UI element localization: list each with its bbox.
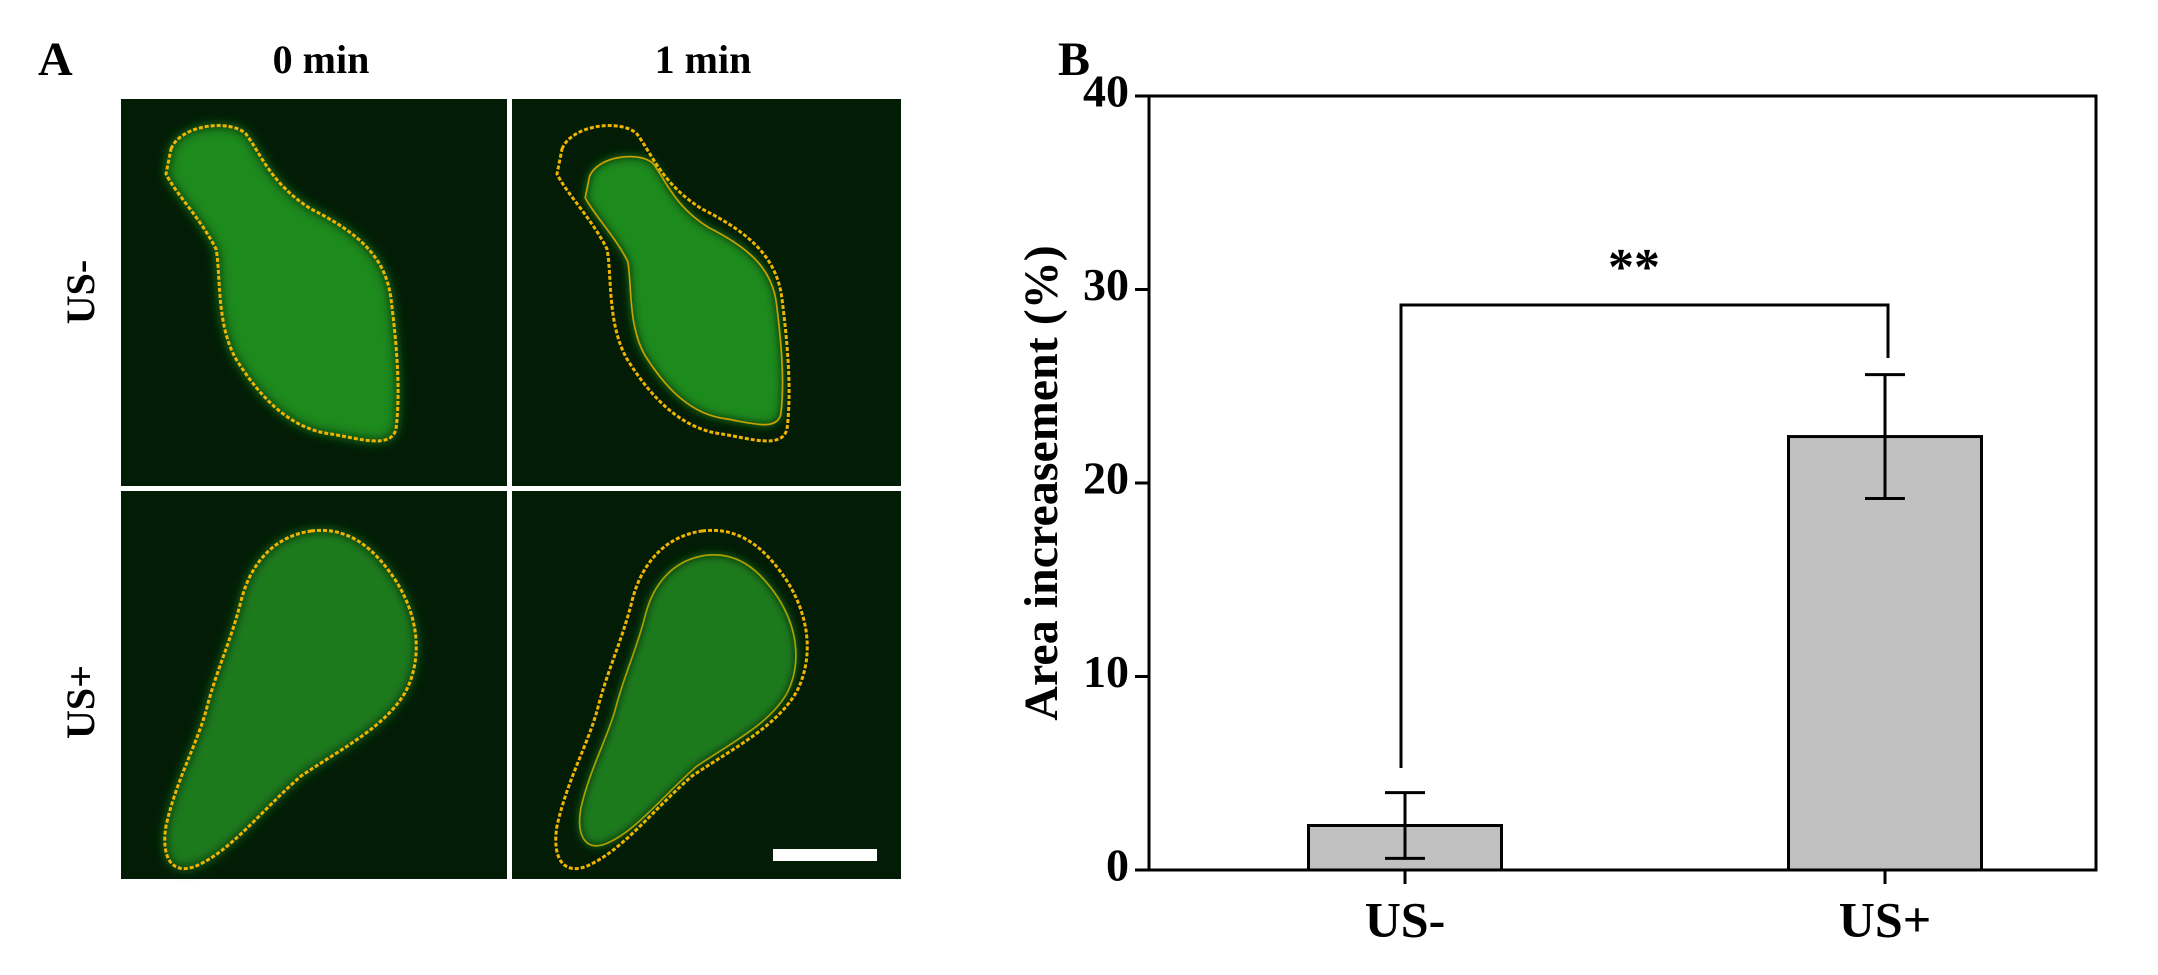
x-tick-label: US- <box>1365 891 1446 947</box>
error-bar <box>1385 791 1425 860</box>
panel-label: A <box>38 33 73 86</box>
micrograph-grid <box>121 99 901 879</box>
plot: 0 10 20 30 40 US- US+ ** <box>1083 66 2098 947</box>
row-label: US- <box>58 260 103 324</box>
micrograph <box>121 491 507 879</box>
column-label: 1 min <box>655 37 752 82</box>
y-axis-label: Area increasement (%) <box>1015 245 1068 720</box>
y-tick-label: 0 <box>1106 840 1129 891</box>
micrograph <box>512 491 901 879</box>
annotation: ** <box>1608 239 1660 296</box>
panel-label: B <box>1058 33 1090 86</box>
column-label: 0 min <box>273 37 370 82</box>
micrograph <box>512 99 901 486</box>
bar <box>1787 435 1983 872</box>
y-tick-label: 40 <box>1083 66 1129 117</box>
error-bar <box>1865 373 1905 500</box>
y-tick-label: 10 <box>1083 646 1129 697</box>
scale-bar <box>773 849 877 861</box>
y-tick-label: 20 <box>1083 453 1129 504</box>
micrograph <box>121 99 507 486</box>
row-label: US+ <box>58 665 103 739</box>
y-tick-label: 30 <box>1083 259 1129 310</box>
x-tick-label: US+ <box>1839 891 1931 947</box>
plot-frame <box>1147 94 2098 872</box>
significance-bracket <box>1399 303 1890 768</box>
